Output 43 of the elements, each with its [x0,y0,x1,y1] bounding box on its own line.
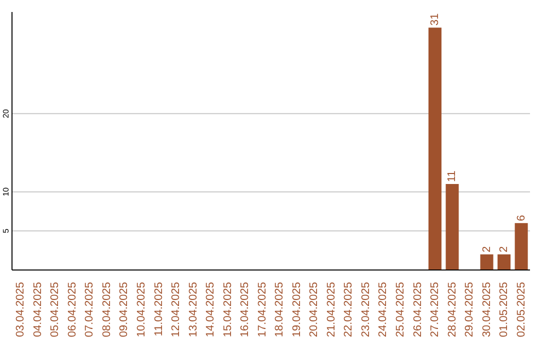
data-label: 2 [480,246,493,252]
x-tick-label: 05.04.2025 [49,282,62,338]
bar [480,254,494,270]
bar [446,184,459,270]
x-tick-label: 14.04.2025 [204,282,217,338]
x-tick-label: 06.04.2025 [66,282,78,338]
x-tick-label: 10.04.2025 [136,282,148,338]
x-tick-label: 01.05.2025 [498,282,510,338]
data-label: 6 [515,214,528,222]
x-tick-label: 13.04.2025 [187,282,200,338]
x-tick-label: 21.04.2025 [325,282,338,338]
x-tick-label: 26.04.2025 [412,282,424,338]
x-tick-label: 15.04.2025 [222,282,234,338]
x-tick-label: 29.04.2025 [464,282,476,338]
x-tick-label: 25.04.2025 [394,282,406,338]
x-tick-label: 22.04.2025 [342,282,355,338]
x-tick-label: 12.04.2025 [170,282,182,338]
x-tick-label: 02.05.2025 [515,282,528,338]
x-tick-label: 19.04.2025 [290,282,303,338]
x-tick-label: 08.04.2025 [100,282,113,338]
x-tick-label: 24.04.2025 [377,282,390,338]
x-tick-label: 16.04.2025 [239,282,252,338]
x-tick-label: 20.04.2025 [308,282,320,338]
bar [428,28,442,270]
x-tick-label: 28.04.2025 [446,282,458,338]
y-tick-label: 5 [2,228,10,234]
x-tick-label: 23.04.2025 [360,282,372,338]
y-tick-label: 10 [2,186,10,196]
x-tick-label: 11.04.2025 [152,282,165,336]
x-tick-label: 30.04.2025 [480,282,493,338]
x-tick-label: 04.04.2025 [32,282,44,338]
data-label: 11 [446,170,458,182]
y-tick-label: 20 [2,108,10,118]
bar [498,254,511,270]
data-label: 2 [498,246,510,252]
x-tick-label: 17.04.2025 [256,282,268,338]
x-tick-label: 09.04.2025 [118,282,130,338]
x-tick-label: 27.04.2025 [429,282,442,338]
x-tick-label: 18.04.2025 [274,282,286,338]
data-label: 31 [428,13,441,26]
bar [514,223,528,270]
x-tick-label: 03.04.2025 [14,282,27,338]
x-tick-label: 07.04.2025 [84,282,96,338]
